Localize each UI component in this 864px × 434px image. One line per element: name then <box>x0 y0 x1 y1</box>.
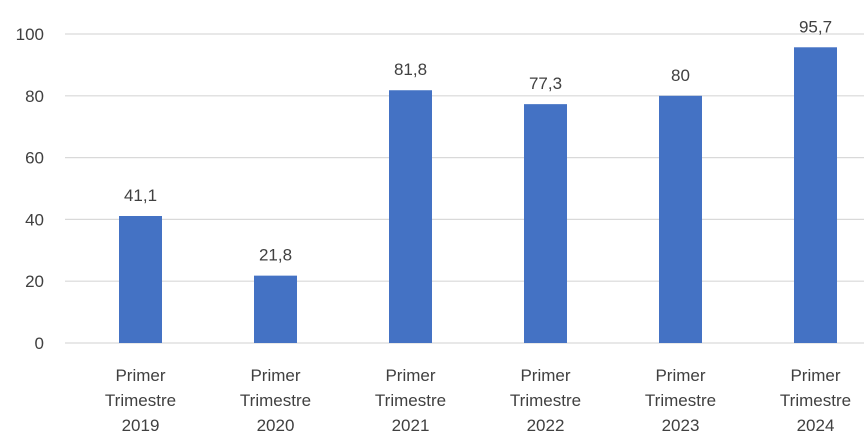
data-label: 41,1 <box>124 186 157 205</box>
x-tick-label: Primer Trimestre 2024 <box>780 366 851 434</box>
x-tick-label: Primer Trimestre 2020 <box>240 366 311 434</box>
data-label: 80 <box>671 66 690 85</box>
y-tick-label: 80 <box>25 87 44 106</box>
bar <box>389 90 432 343</box>
bar <box>794 47 837 344</box>
y-tick-label: 20 <box>25 272 44 291</box>
y-tick-label: 60 <box>25 149 44 168</box>
gridlines <box>65 33 864 344</box>
x-tick-label: Primer Trimestre 2023 <box>645 366 716 434</box>
y-tick-label: 100 <box>16 25 44 44</box>
x-tick-label: Primer Trimestre 2019 <box>105 366 176 434</box>
bar <box>524 104 567 343</box>
bar <box>119 216 162 343</box>
y-axis-tick-labels: 0 20 40 60 80 100 <box>16 25 44 353</box>
x-axis-category-labels: Primer Trimestre 2019 Primer Trimestre 2020 Pr… <box>105 366 851 434</box>
x-tick-label: Primer Trimestre 2021 <box>375 366 446 434</box>
bars <box>119 47 837 344</box>
data-label: 77,3 <box>529 74 562 93</box>
bar <box>254 275 297 343</box>
y-tick-label: 40 <box>25 210 44 229</box>
y-tick-label: 0 <box>35 334 44 353</box>
data-label: 81,8 <box>394 60 427 79</box>
data-label: 95,7 <box>799 17 832 36</box>
data-labels: 41,1 21,8 81,8 77,3 80 95,7 <box>124 17 832 264</box>
bar <box>659 95 702 343</box>
x-tick-label: Primer Trimestre 2022 <box>510 366 581 434</box>
data-label: 21,8 <box>259 246 292 265</box>
